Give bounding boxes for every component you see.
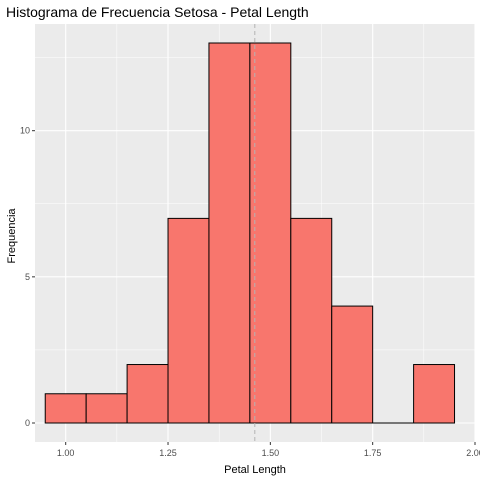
chart-title: Histograma de Frecuencia Setosa - Petal … — [6, 4, 309, 20]
y-axis-ticks: 0 5 10 — [20, 126, 35, 428]
histogram-bar-1 — [85, 393, 128, 424]
histogram-bar-7 — [331, 305, 374, 424]
x-tick-label-4: 2.00 — [466, 448, 480, 458]
x-tick-label-0: 1.00 — [57, 448, 75, 458]
histogram-bars — [44, 42, 456, 424]
histogram-bar-2 — [126, 364, 169, 424]
y-tick-label-1: 5 — [25, 272, 30, 282]
x-tick-label-2: 1.50 — [262, 448, 280, 458]
histogram-bar-9 — [413, 364, 456, 424]
x-axis-title: Petal Length — [224, 464, 286, 476]
x-tick-label-3: 1.75 — [364, 448, 382, 458]
histogram-bar-4 — [208, 42, 251, 424]
x-axis-ticks: 1.00 1.25 1.50 1.75 2.00 — [57, 442, 480, 458]
x-tick-label-1: 1.25 — [159, 448, 177, 458]
y-tick-label-2: 10 — [20, 126, 30, 136]
y-tick-label-0: 0 — [25, 418, 30, 428]
histogram-bar-3 — [167, 217, 210, 424]
histogram-bar-5 — [249, 42, 292, 424]
histogram-bar-6 — [290, 217, 333, 424]
y-axis-title: Frequencia — [6, 208, 18, 264]
histogram-bar-0 — [44, 393, 87, 424]
